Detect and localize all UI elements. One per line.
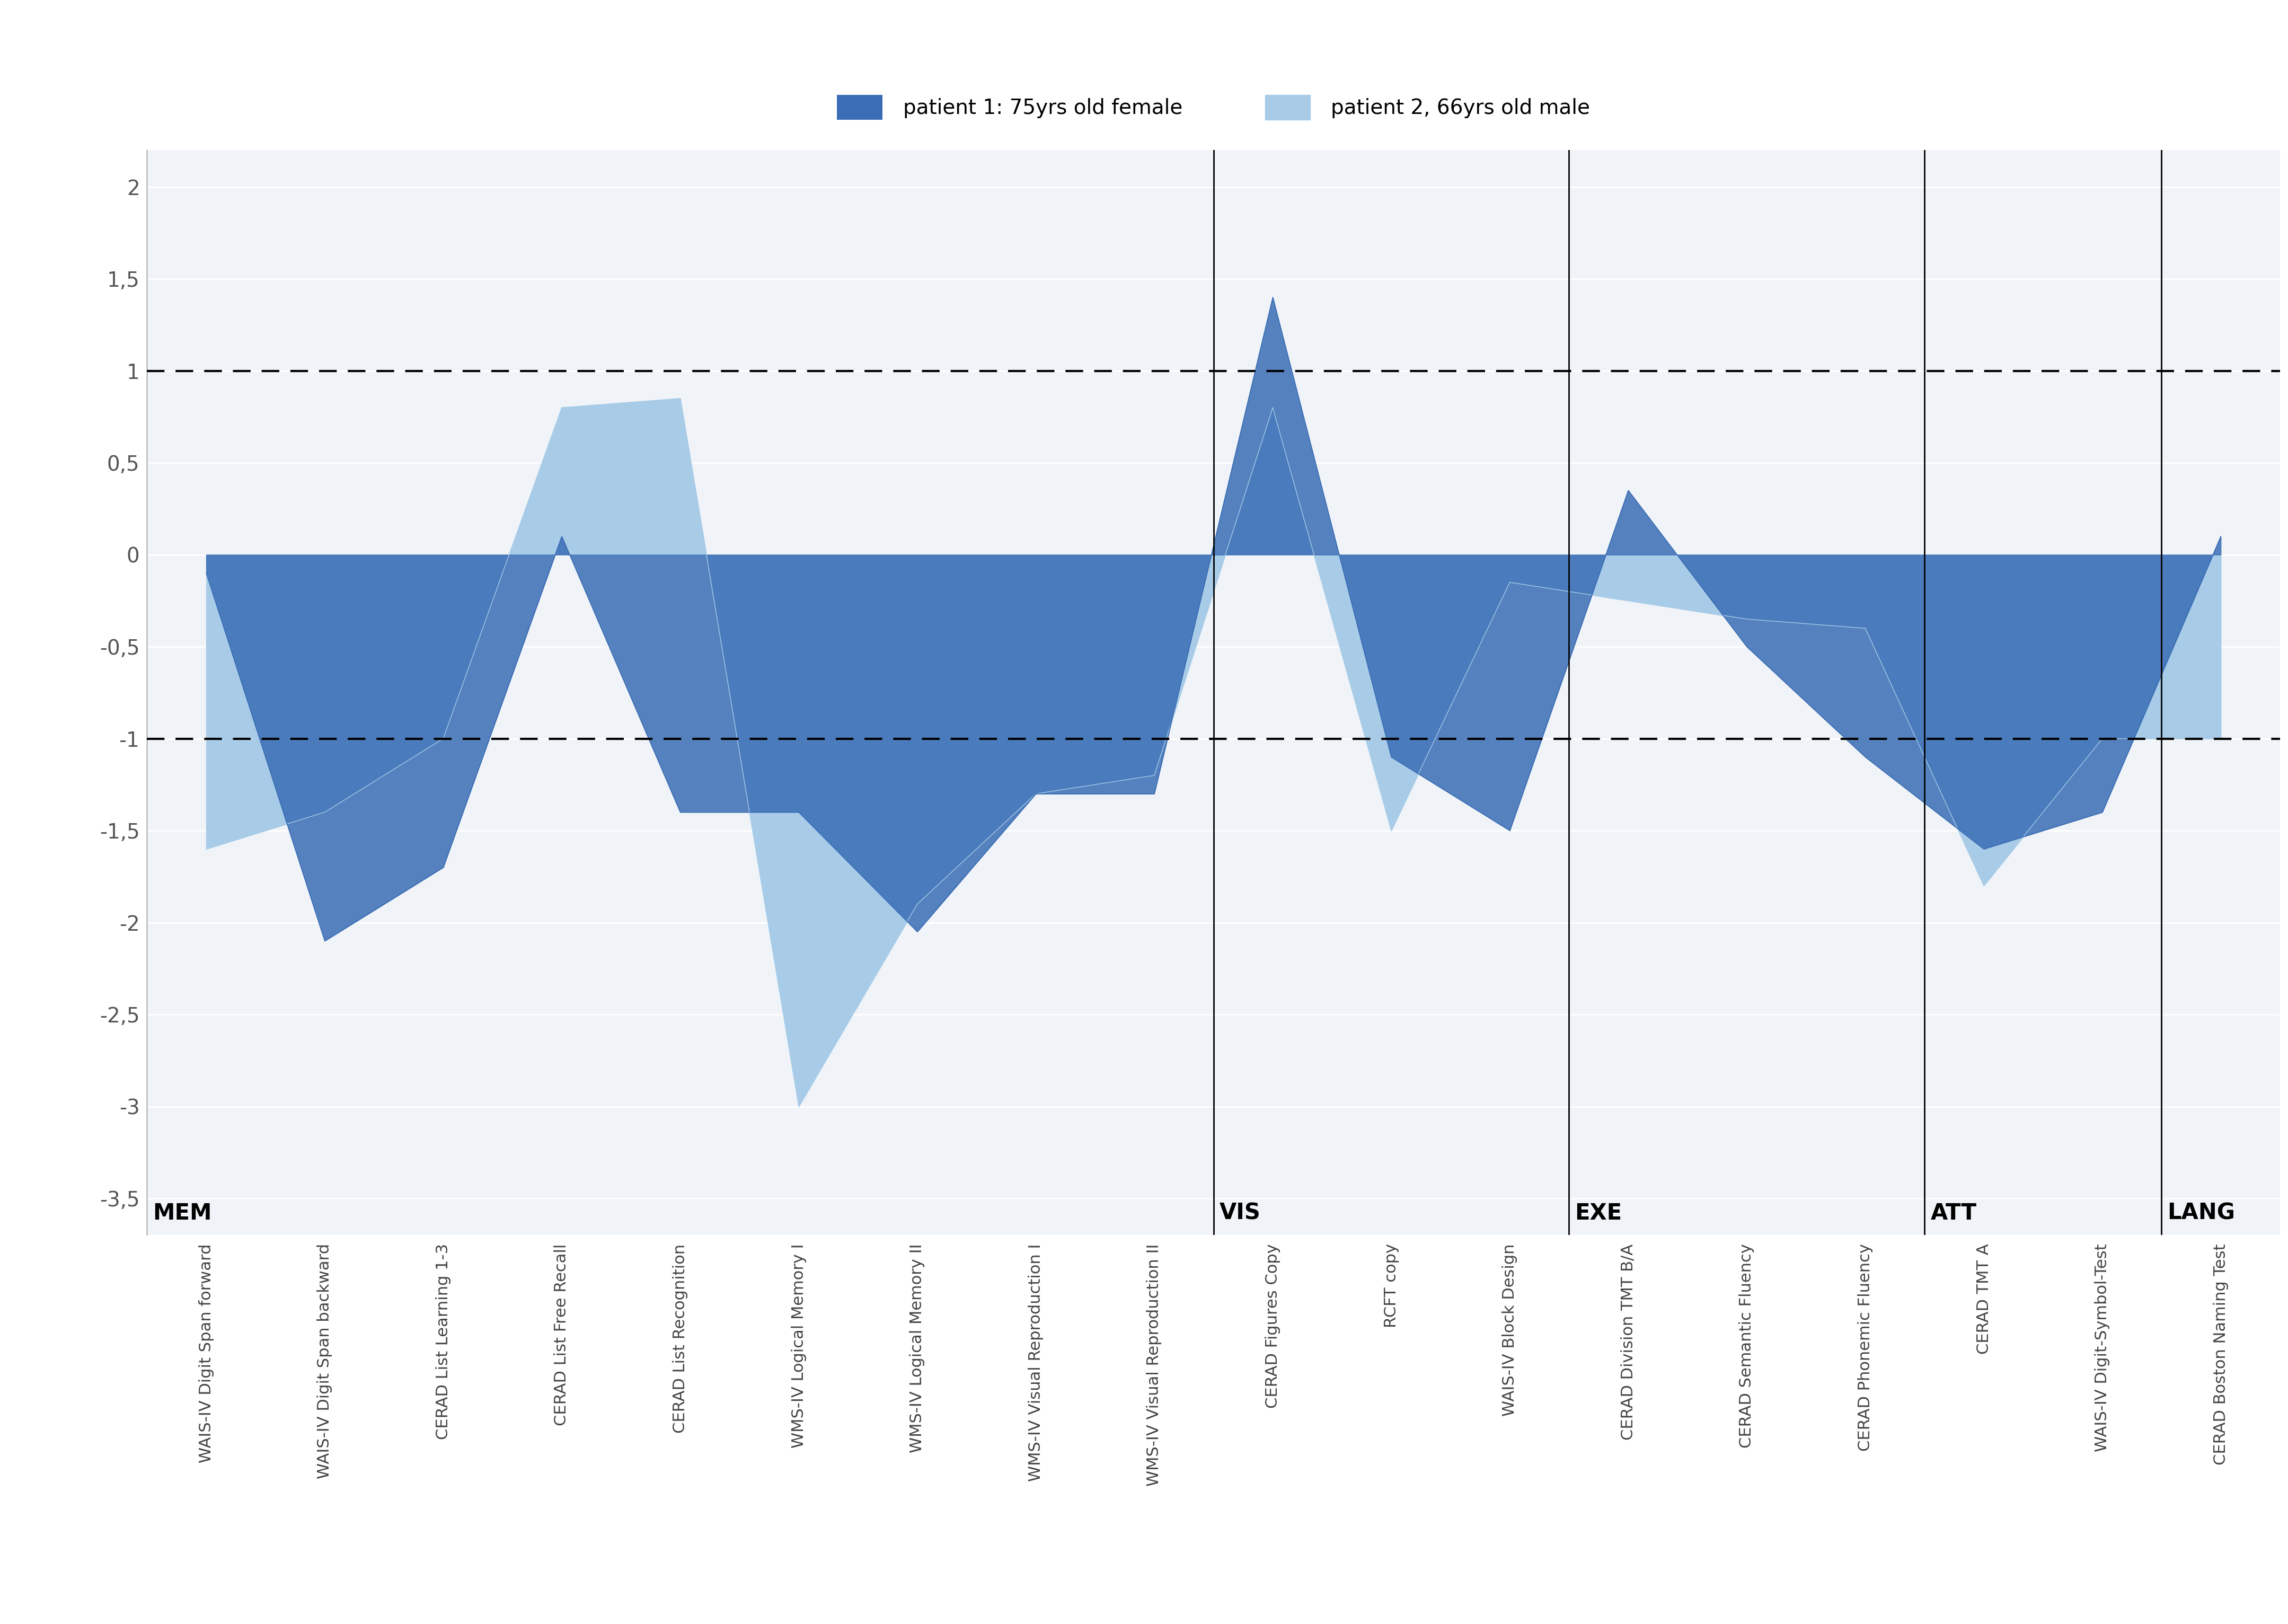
Text: ATT: ATT — [1931, 1202, 1977, 1224]
Text: LANG: LANG — [2167, 1202, 2235, 1224]
Legend: patient 1: 75yrs old female, patient 2, 66yrs old male: patient 1: 75yrs old female, patient 2, … — [826, 84, 1599, 130]
Text: EXE: EXE — [1574, 1202, 1622, 1224]
Text: VIS: VIS — [1220, 1202, 1261, 1224]
Text: MEM: MEM — [153, 1202, 213, 1224]
